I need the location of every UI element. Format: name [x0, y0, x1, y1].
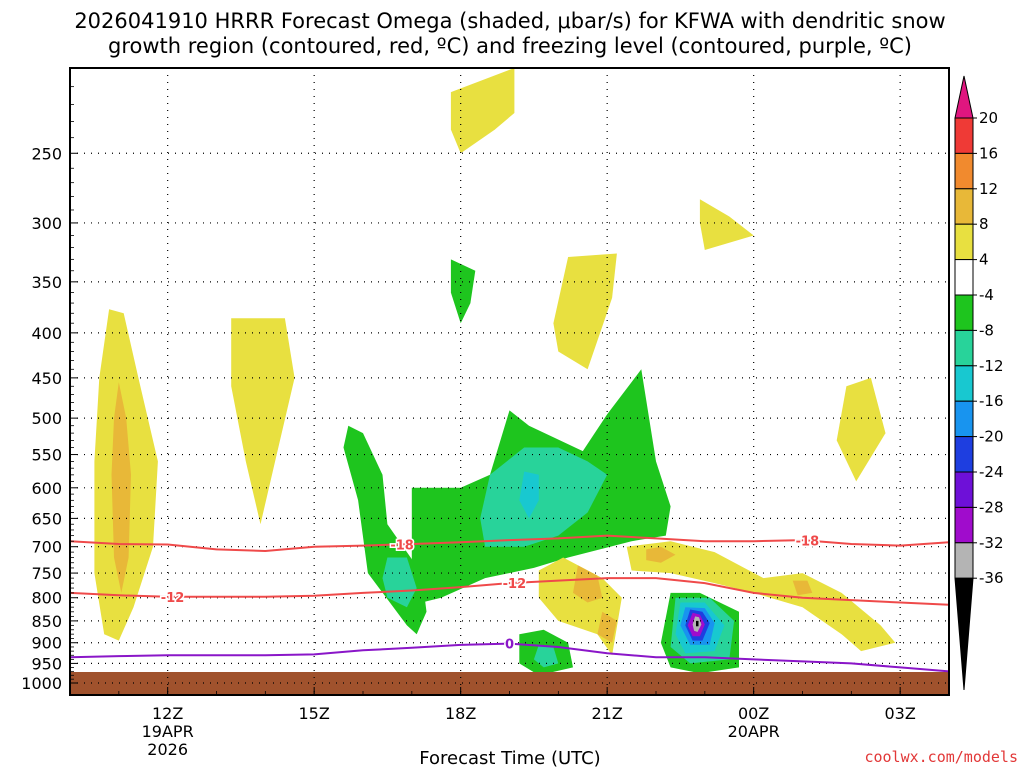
colorbar-label-4: 4 [979, 251, 989, 269]
freezing-level-label-0: 0 [505, 638, 514, 653]
colorbar-label-5: -4 [979, 286, 994, 304]
y-tick-label-900: 900 [31, 634, 62, 653]
y-tick-label-800: 800 [31, 589, 62, 608]
y-tick-label-450: 450 [31, 369, 62, 388]
omega-region-15 [597, 611, 617, 643]
ground-surface [70, 672, 949, 695]
chart-title-line-1: 2026041910 HRRR Forecast Omega (shaded, … [74, 9, 945, 33]
omega-region-4 [553, 253, 617, 370]
colorbar-label-10: -24 [979, 463, 1004, 481]
chart-title-line-2: growth region (contoured, red, ºC) and f… [108, 34, 912, 58]
colorbar-swatch-2 [954, 152, 974, 190]
y-tick-label-400: 400 [31, 324, 62, 343]
y-tick-label-250: 250 [31, 144, 62, 163]
colorbar-swatch-13 [954, 542, 974, 579]
omega-shaded-regions [94, 68, 896, 676]
x-tick-label-00Z: 00Z [738, 704, 769, 723]
y-tick-label-850: 850 [31, 612, 62, 631]
omega-region-18 [792, 580, 813, 596]
x-tick-label-18Z: 18Z [445, 704, 476, 723]
freezing-level-line [70, 642, 949, 673]
y-tick-label-1000: 1000 [21, 674, 62, 693]
x-tick-label-15Z: 15Z [299, 704, 330, 723]
y-tick-label-750: 750 [31, 564, 62, 583]
colorbar-swatch-12 [954, 506, 974, 544]
temperature-contours: -18 -18 -12 -12 0 [70, 533, 949, 673]
y-tick-label-350: 350 [31, 273, 62, 292]
colorbar-bottom-arrow [954, 577, 974, 691]
omega-region-1 [111, 382, 131, 593]
dgz-minus18-label-1: -18 [796, 534, 820, 549]
y-tick-label-550: 550 [31, 446, 62, 465]
y-tick-label-950: 950 [31, 654, 62, 673]
x-tick-label-03Z: 03Z [885, 704, 916, 723]
colorbar-swatch-6 [954, 294, 974, 331]
omega-region-6 [836, 377, 886, 482]
colorbar-swatch-1 [954, 117, 974, 154]
omega-region-14 [573, 565, 603, 603]
colorbar-top-arrow [954, 75, 974, 119]
x-tick-date-00Z: 20APR [728, 722, 780, 741]
colorbar-swatch-4 [954, 223, 974, 261]
colorbar-swatch-9 [954, 400, 974, 438]
colorbar-label-1: 16 [979, 144, 998, 162]
dgz-minus12-line [70, 577, 949, 606]
colorbar-label-12: -32 [979, 534, 1004, 552]
dgz-minus12-label-1: -12 [503, 577, 527, 592]
colorbar-swatch-10 [954, 436, 974, 473]
colorbar-label-8: -16 [979, 392, 1004, 410]
colorbar-label-13: -36 [979, 569, 1004, 587]
omega-region-17 [646, 546, 676, 563]
dgz-minus12-label-0: -12 [161, 591, 185, 606]
colorbar-label-11: -28 [979, 498, 1004, 516]
omega-region-20 [533, 644, 559, 668]
colorbar-swatch-11 [954, 471, 974, 508]
y-tick-label-650: 650 [31, 509, 62, 528]
omega-region-12 [382, 557, 417, 608]
dgz-minus18-line [70, 534, 949, 553]
omega-region-2 [231, 318, 295, 525]
y-tick-label-300: 300 [31, 214, 62, 233]
colorbar-swatch-7 [954, 329, 974, 367]
omega-region-11 [519, 471, 539, 519]
pressure-axis: 250 300 350 400 450 500 550 600 650 700 750 800 850 9… [21, 86, 78, 693]
credit-link[interactable]: coolwx.com/models [864, 748, 1018, 766]
x-tick-label-12Z: 12Z [152, 704, 183, 723]
y-tick-label-700: 700 [31, 538, 62, 557]
omega-region-16 [626, 541, 896, 652]
colorbar-label-9: -20 [979, 428, 1004, 446]
x-tick-year-12Z: 2026 [147, 740, 188, 759]
colorbar-label-0: 20 [979, 109, 998, 127]
colorbar-label-3: 8 [979, 215, 989, 233]
y-tick-label-500: 500 [31, 409, 62, 428]
omega-region-10 [480, 447, 608, 547]
y-tick-label-600: 600 [31, 479, 62, 498]
colorbar-label-6: -8 [979, 321, 994, 339]
dgz-minus18-label-0: -18 [390, 538, 414, 553]
colorbar-label-2: 12 [979, 180, 998, 198]
x-tick-label-21Z: 21Z [592, 704, 623, 723]
x-axis-label: Forecast Time (UTC) [419, 748, 600, 768]
omega-region-28 [696, 620, 699, 627]
omega-region-3 [450, 68, 515, 154]
colorbar-swatch-8 [954, 365, 974, 402]
omega-region-5 [699, 199, 754, 250]
colorbar: 20 16 12 8 4 -4 -8 -12 -16 -20 -24 -28 -32 -36 [954, 75, 1004, 691]
omega-region-7 [450, 259, 476, 324]
x-tick-date-12Z: 19APR [142, 722, 194, 741]
colorbar-swatch-5 [954, 259, 974, 296]
colorbar-swatch-3 [954, 188, 974, 225]
colorbar-label-7: -12 [979, 357, 1004, 375]
